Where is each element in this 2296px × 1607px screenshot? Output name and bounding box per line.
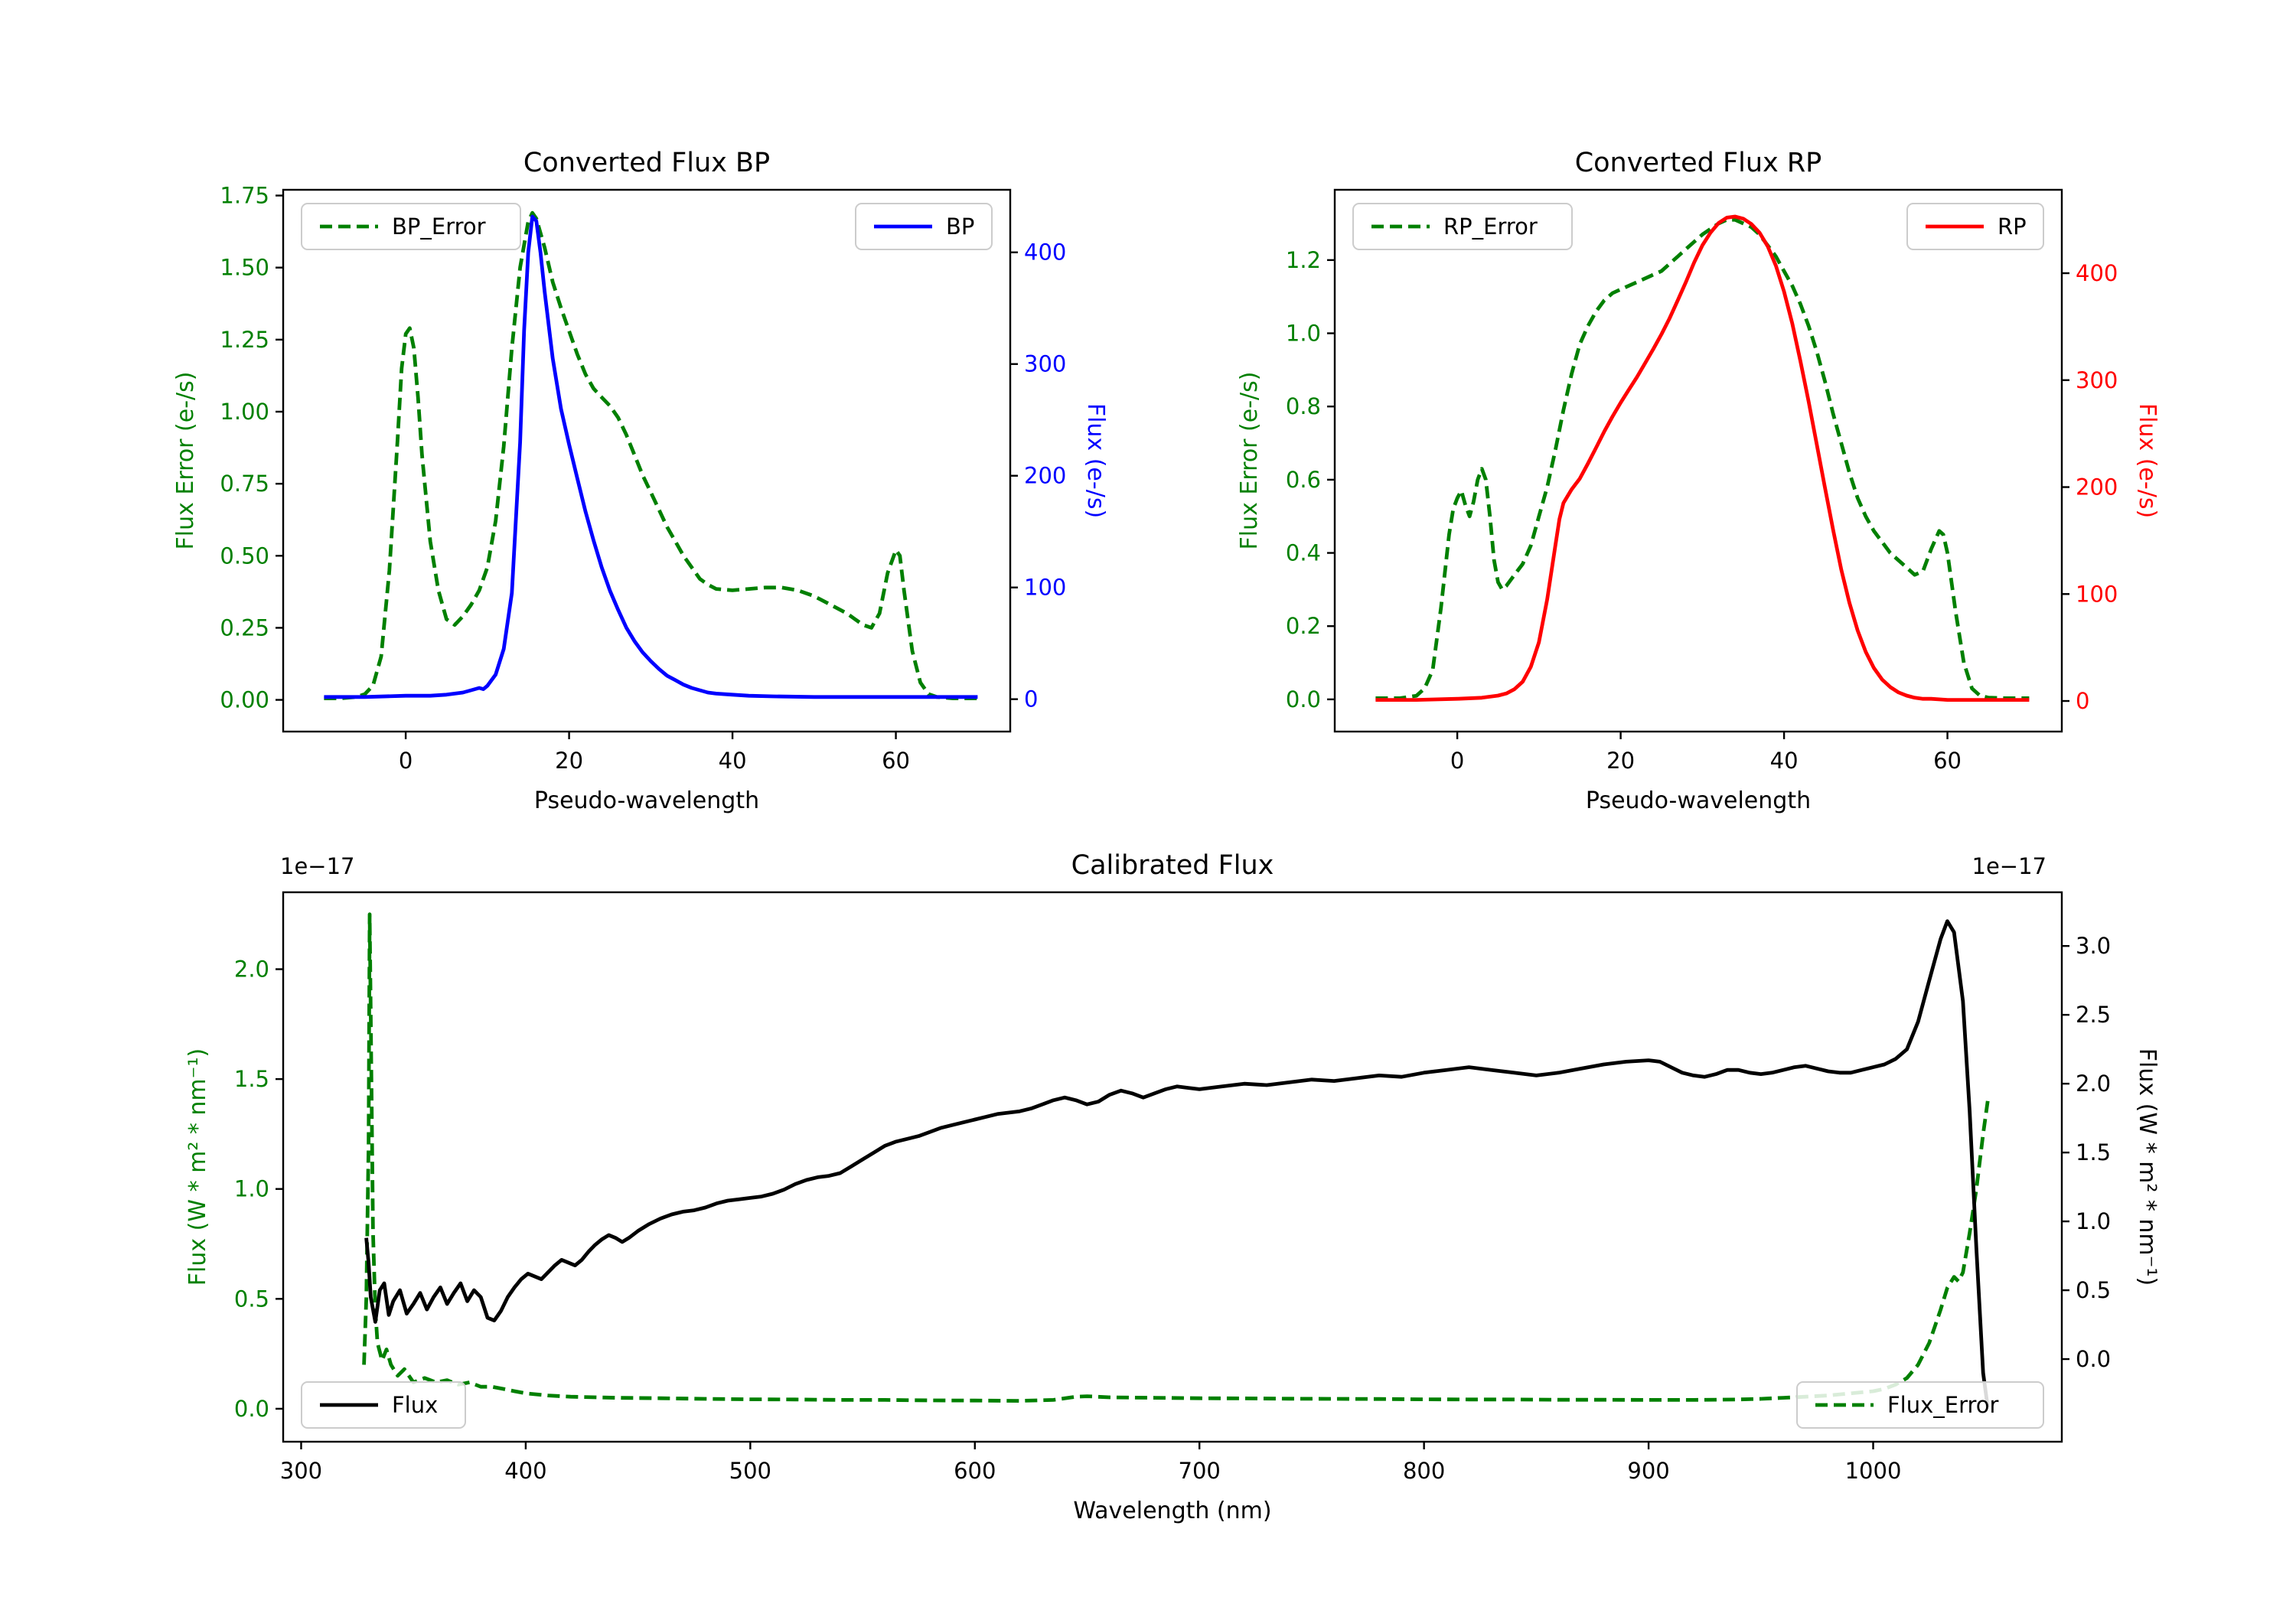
legend-box <box>1796 1381 2044 1429</box>
x-axis-label: Pseudo-wavelength <box>534 787 759 814</box>
left-offset-text: 1e−17 <box>280 853 355 879</box>
left-y-tick-label: 0.5 <box>234 1286 269 1312</box>
legend-box <box>1352 203 1573 250</box>
bp-chart: Converted Flux BP Pseudo-wavelength 0 20 40 6… <box>172 148 1109 814</box>
right-y-tick-label: 1.5 <box>2076 1139 2111 1165</box>
left-y-tick-label: 0.2 <box>1286 613 1321 639</box>
x-tick-label: 300 <box>280 1458 322 1484</box>
legend-label: Flux_Error <box>1887 1392 1999 1418</box>
right-offset-text: 1e−17 <box>1972 853 2047 879</box>
left-y-axis-label: Flux (W * m² * nm⁻¹) <box>184 1048 211 1286</box>
right-y-tick-label: 200 <box>1024 463 1066 489</box>
left-y-tick-label: 0.8 <box>1286 393 1321 419</box>
legend-label: RP_Error <box>1443 214 1538 240</box>
right-y-tick-label: 0.0 <box>2076 1346 2111 1372</box>
left-y-axis-label: Flux Error (e-/s) <box>172 372 199 550</box>
cal-chart: Calibrated Flux Wavelength (nm) 300 400 500 6… <box>184 850 2161 1524</box>
left-y-tick-label: 1.5 <box>234 1066 269 1092</box>
right-y-tick-label: 300 <box>1024 351 1066 377</box>
right-y-tick-label: 3.0 <box>2076 933 2111 959</box>
chart-title: Converted Flux RP <box>1575 148 1822 178</box>
rp-chart: Converted Flux RP Pseudo-wavelength 0 20 40 6… <box>1236 148 2161 814</box>
right-y-tick-label: 0 <box>1024 686 1038 712</box>
right-y-tick-label: 0 <box>2076 688 2089 714</box>
rp-error-line <box>1375 217 2030 700</box>
left-y-tick-label: 0.4 <box>1286 540 1321 566</box>
legend-label: BP_Error <box>392 214 486 240</box>
x-tick-label: 400 <box>504 1458 546 1484</box>
rp-error-legend: RP_Error <box>1352 203 1573 250</box>
left-y-tick-label: 1.50 <box>220 255 269 281</box>
right-y-tick-label: 0.5 <box>2076 1277 2111 1303</box>
chart-title: Converted Flux BP <box>523 148 770 178</box>
flux-error-legend: Flux_Error <box>1796 1381 2044 1429</box>
flux-line <box>364 919 1990 1408</box>
x-tick-label: 60 <box>1933 748 1962 774</box>
x-tick-label: 60 <box>882 748 910 774</box>
rp-line <box>1375 214 2030 702</box>
x-tick-label: 0 <box>399 748 413 774</box>
legend-label: Flux <box>392 1392 438 1418</box>
left-y-tick-label: 1.0 <box>234 1176 269 1202</box>
right-y-tick-label: 400 <box>2076 260 2118 286</box>
right-y-tick-label: 100 <box>2076 581 2118 607</box>
left-y-tick-label: 0.00 <box>220 687 269 713</box>
left-y-tick-label: 2.0 <box>234 957 269 983</box>
left-y-axis-label: Flux Error (e-/s) <box>1236 372 1263 550</box>
left-y-tick-label: 1.25 <box>220 327 269 353</box>
bp-line <box>324 214 978 699</box>
bp-legend: BP <box>855 203 993 250</box>
right-y-tick-label: 1.0 <box>2076 1208 2111 1234</box>
left-y-tick-label: 1.00 <box>220 399 269 425</box>
x-tick-label: 20 <box>555 748 583 774</box>
legend-label: BP <box>946 214 974 240</box>
bp-error-line <box>324 210 978 700</box>
right-y-tick-label: 200 <box>2076 474 2118 500</box>
x-tick-label: 900 <box>1627 1458 1669 1484</box>
axes-spines <box>282 188 1012 733</box>
axes-spines <box>282 891 2063 1443</box>
right-y-tick-label: 2.0 <box>2076 1071 2111 1097</box>
left-y-tick-label: 0.6 <box>1286 467 1321 493</box>
right-y-tick-label: 300 <box>2076 367 2118 393</box>
right-y-axis-label: Flux (W * m² * nm⁻¹) <box>2134 1048 2161 1286</box>
bp-error-legend: BP_Error <box>301 203 521 250</box>
legend-box <box>301 1381 466 1429</box>
left-y-tick-label: 0.75 <box>220 471 269 497</box>
right-y-tick-label: 400 <box>1024 240 1066 266</box>
x-tick-label: 40 <box>719 748 747 774</box>
left-y-tick-label: 1.75 <box>220 183 269 209</box>
x-tick-label: 1000 <box>1845 1458 1902 1484</box>
right-y-tick-label: 100 <box>1024 575 1066 601</box>
x-axis-label: Pseudo-wavelength <box>1586 787 1811 814</box>
x-tick-label: 40 <box>1770 748 1799 774</box>
x-tick-label: 0 <box>1450 748 1464 774</box>
flux-legend: Flux <box>301 1381 466 1429</box>
left-y-tick-label: 1.0 <box>1286 321 1321 347</box>
x-tick-label: 600 <box>954 1458 996 1484</box>
right-y-axis-label: Flux (e-/s) <box>1082 403 1109 518</box>
x-tick-label: 800 <box>1403 1458 1445 1484</box>
left-y-tick-label: 0.0 <box>1286 686 1321 712</box>
legend-box <box>301 203 521 250</box>
rp-legend: RP <box>1906 203 2044 250</box>
legend-label: RP <box>1998 214 2027 240</box>
x-tick-label: 20 <box>1606 748 1635 774</box>
right-y-tick-label: 2.5 <box>2076 1002 2111 1028</box>
left-y-tick-label: 0.0 <box>234 1396 269 1422</box>
right-y-axis-label: Flux (e-/s) <box>2134 403 2161 518</box>
axes-spines <box>1333 188 2063 733</box>
left-y-tick-label: 1.2 <box>1286 247 1321 273</box>
left-y-tick-label: 0.25 <box>220 614 269 641</box>
chart-title: Calibrated Flux <box>1071 850 1274 881</box>
x-tick-label: 500 <box>729 1458 771 1484</box>
x-axis-label: Wavelength (nm) <box>1073 1498 1271 1524</box>
x-tick-label: 700 <box>1179 1458 1221 1484</box>
left-y-tick-label: 0.50 <box>220 543 269 569</box>
